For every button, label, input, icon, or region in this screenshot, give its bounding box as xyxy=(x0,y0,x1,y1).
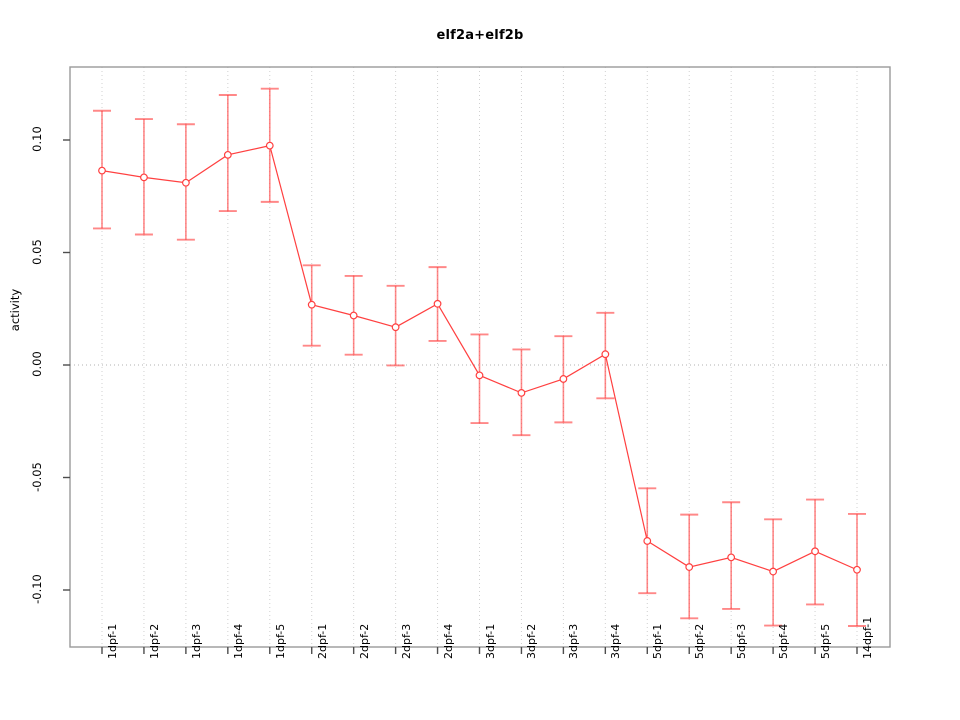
x-tick-label: 5dpf-1 xyxy=(651,623,665,659)
x-tick-label: 2dpf-4 xyxy=(441,623,455,659)
data-points xyxy=(98,141,861,576)
x-tick-label: 2dpf-3 xyxy=(399,623,413,659)
x-tick-label: 1dpf-5 xyxy=(273,623,287,659)
x-tick-label: 5dpf-5 xyxy=(819,623,833,659)
y-tick-label: -0.10 xyxy=(30,574,44,604)
x-tick-label: 1dpf-4 xyxy=(231,623,245,659)
y-tick-label: -0.05 xyxy=(30,461,44,492)
x-tick-label: 1dpf-3 xyxy=(189,623,203,659)
y-tick-label: 0.05 xyxy=(30,238,44,265)
x-tick-label: 2dpf-2 xyxy=(357,623,371,659)
x-tick-label: 3dpf-4 xyxy=(609,623,623,659)
y-tick-label: 0.10 xyxy=(30,126,44,152)
x-tick-label: 14dpf-1 xyxy=(861,616,874,659)
y-axis-ticks xyxy=(63,139,70,591)
x-tick-label: 1dpf-2 xyxy=(147,623,161,659)
x-tick-label: 5dpf-4 xyxy=(777,623,791,659)
y-tick-label: 0.00 xyxy=(30,351,44,377)
chart-title: elf2a+elf2b xyxy=(436,28,524,43)
x-axis-ticks xyxy=(101,647,858,654)
x-tick-label: 5dpf-2 xyxy=(693,623,707,659)
x-tick-label: 3dpf-3 xyxy=(567,623,581,659)
x-tick-label: 1dpf-1 xyxy=(106,623,119,659)
error-bars xyxy=(93,87,866,627)
x-tick-label: 5dpf-3 xyxy=(735,623,749,659)
x-tick-label: 3dpf-1 xyxy=(483,623,497,659)
x-tick-label: 3dpf-2 xyxy=(525,623,539,659)
x-tick-label: 2dpf-1 xyxy=(315,623,329,659)
